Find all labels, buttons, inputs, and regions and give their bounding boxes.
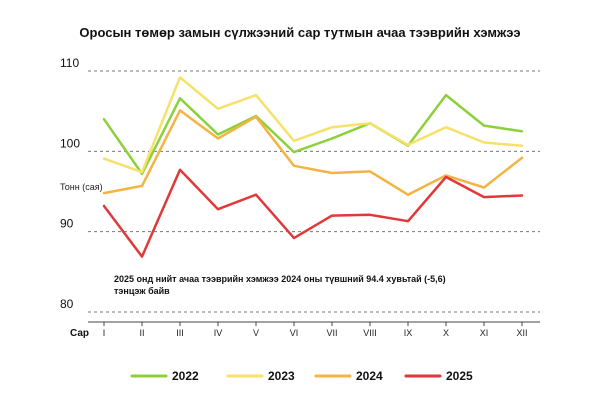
series-line-2024	[102, 109, 524, 196]
x-tick-label-I: I	[103, 328, 106, 338]
legend-label-2025: 2025	[446, 369, 473, 383]
x-tick-label-II: II	[139, 328, 144, 338]
x-tick-label-XII: XII	[516, 328, 527, 338]
annotation-text-line-2: тэнцэж байв	[114, 286, 170, 296]
annotation-text-line-1: 2025 онд нийт ачаа тээврийн хэмжээ 2024 …	[114, 274, 446, 284]
y-tick-label: 90	[60, 217, 74, 231]
legend-label-2023: 2023	[268, 369, 295, 383]
x-tick-label-VIII: VIII	[363, 328, 377, 338]
series-line-2022	[102, 93, 524, 176]
y-tick-labels: 80 90 100 110	[60, 56, 80, 311]
y-tick-label: 100	[60, 136, 80, 150]
series-line-2025	[102, 168, 524, 258]
x-tick-label-VII: VII	[326, 328, 337, 338]
legend-label-2024: 2024	[356, 369, 383, 383]
x-tick-label-VI: VI	[290, 328, 299, 338]
y-tick-label: 80	[60, 297, 74, 311]
series-lines	[102, 76, 524, 258]
x-tick-label-X: X	[443, 328, 449, 338]
x-tick-label-XI: XI	[480, 328, 489, 338]
x-axis-label: Сар	[70, 328, 89, 339]
y-axis-label: Тонн (сая)	[60, 182, 103, 192]
x-tick-label-III: III	[176, 328, 184, 338]
legend: 2022 2023 2024 2025	[130, 369, 473, 383]
series-line-2023	[102, 76, 524, 174]
x-tick-labels: I II III IV V VI VII VIII IX X XI XII	[103, 322, 528, 338]
x-tick-label-IV: IV	[214, 328, 223, 338]
x-tick-label-IX: IX	[404, 328, 413, 338]
chart-title: Оросын төмөр замын сүлжээний сар тутмын …	[79, 25, 520, 40]
y-tick-label: 110	[60, 56, 79, 70]
legend-label-2022: 2022	[172, 369, 199, 383]
x-tick-label-V: V	[253, 328, 259, 338]
